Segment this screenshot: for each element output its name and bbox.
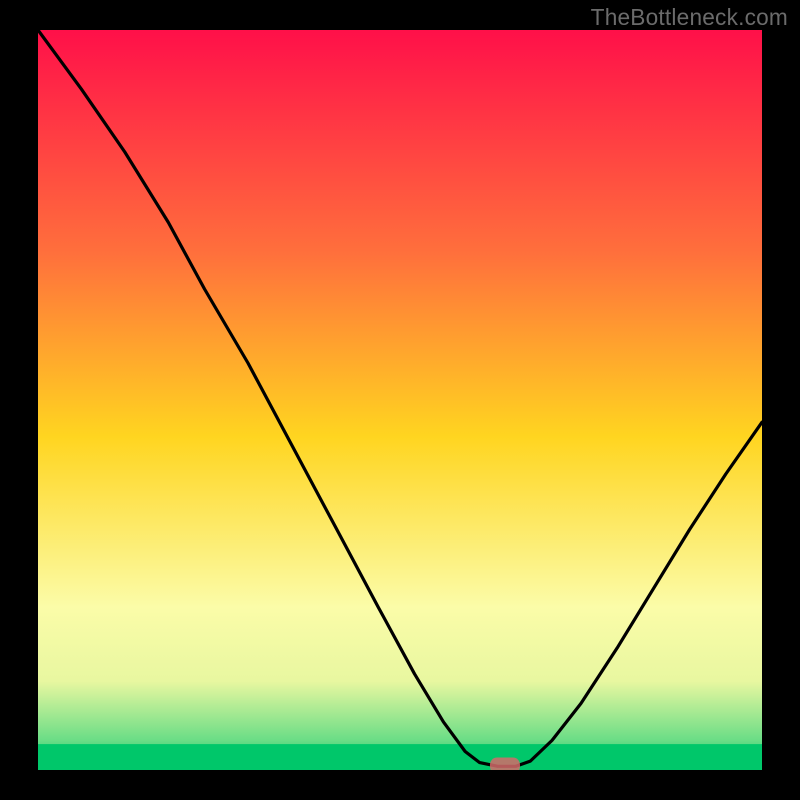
optimal-marker: [490, 758, 520, 770]
watermark-text: TheBottleneck.com: [591, 4, 788, 31]
chart-canvas: [38, 30, 762, 770]
gradient-green-band: [38, 744, 762, 770]
gradient-background: [38, 30, 762, 770]
bottleneck-chart: [38, 30, 762, 770]
